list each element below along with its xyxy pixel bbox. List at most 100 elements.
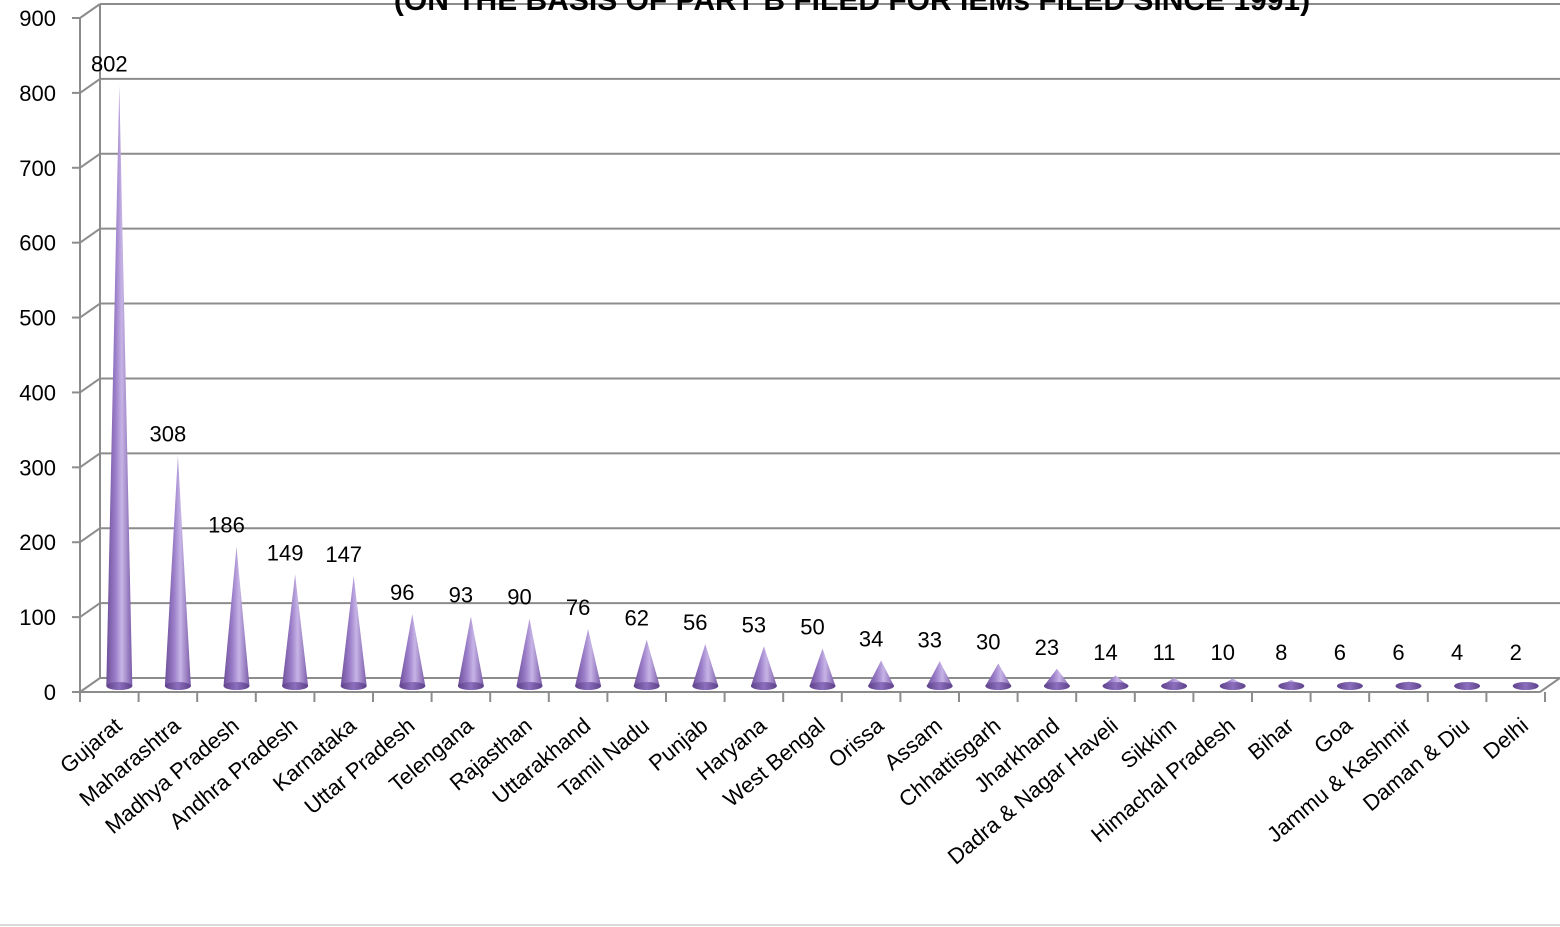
bar-11 [750, 646, 777, 690]
data-label: 4 [1451, 640, 1463, 665]
bottom-rule [0, 924, 1560, 926]
bar-5 [399, 614, 426, 690]
bar-24 [1512, 682, 1539, 690]
data-label: 6 [1334, 640, 1346, 665]
bar-cone [340, 575, 367, 686]
y-tick-label: 800 [19, 81, 56, 106]
bar-base [399, 682, 426, 690]
gridline-slant [79, 377, 101, 394]
bar-4 [340, 575, 367, 690]
data-label: 76 [566, 595, 590, 620]
bar-base [340, 682, 367, 690]
gridline-slant [79, 302, 101, 319]
bar-23 [1454, 682, 1481, 690]
data-label: 34 [859, 627, 883, 652]
gridline-slant [79, 452, 101, 469]
bar-cone [164, 455, 191, 686]
data-label: 62 [624, 606, 648, 631]
y-tick-label: 500 [19, 306, 56, 331]
gridline-slant [79, 227, 101, 244]
data-label: 6 [1392, 640, 1404, 665]
y-tick-label: 200 [19, 530, 56, 555]
floor-edge [1539, 677, 1560, 693]
data-label: 11 [1153, 640, 1176, 665]
bar-base [1278, 682, 1305, 690]
axis-layer [72, 4, 1560, 702]
data-label: 30 [976, 630, 1000, 655]
bar-base [1336, 682, 1363, 690]
data-label: 802 [91, 51, 128, 76]
bar-base [282, 682, 309, 690]
gridline-slant [79, 602, 101, 618]
gridline-slant [79, 677, 101, 693]
data-label: 149 [267, 540, 304, 565]
bar-2 [223, 546, 250, 690]
bar-19 [1219, 678, 1246, 690]
bar-cone [809, 648, 836, 686]
bar-cone [516, 618, 543, 686]
bar-cone [926, 661, 953, 686]
bar-21 [1336, 681, 1363, 690]
bar-cone [868, 660, 895, 686]
bar-10 [692, 644, 719, 690]
bar-18 [1161, 677, 1188, 690]
y-tick-label: 700 [19, 156, 56, 181]
bar-cone [457, 616, 484, 686]
label-layer: 0100200300400500600700800900802Gujarat30… [19, 6, 1533, 869]
bar-base [223, 682, 250, 690]
bar-cone [750, 646, 777, 686]
data-label: 23 [1035, 635, 1059, 660]
bar-cone [575, 629, 602, 686]
data-label: 186 [208, 513, 245, 538]
bar-cone [692, 644, 719, 686]
bar-base [750, 682, 777, 690]
bar-base [1043, 682, 1070, 690]
bar-15 [985, 663, 1012, 690]
bar-12 [809, 648, 836, 690]
y-tick-label: 400 [19, 380, 56, 405]
bar-base [457, 682, 484, 690]
data-label: 147 [325, 542, 362, 567]
bar-cone [633, 639, 660, 686]
bar-7 [516, 618, 543, 690]
bar-cone [223, 546, 250, 686]
x-tick-label: West Bengal [718, 713, 829, 812]
gridline-slant [79, 152, 101, 169]
y-tick-label: 300 [19, 455, 56, 480]
data-label: 2 [1510, 640, 1522, 665]
gridline-slant [79, 78, 101, 94]
chart-title: (ON THE BASIS OF PART B FILED FOR IEMs F… [394, 0, 1310, 17]
data-label: 8 [1275, 640, 1287, 665]
bar-cone [282, 574, 309, 686]
data-label: 33 [917, 627, 941, 652]
data-label: 10 [1210, 640, 1234, 665]
bar-base [1454, 682, 1481, 690]
bar-17 [1102, 675, 1129, 690]
bar-base [985, 682, 1012, 690]
bar-cone [985, 663, 1012, 686]
data-label: 96 [390, 580, 414, 605]
bar-3 [282, 574, 309, 690]
bar-base [1102, 682, 1129, 690]
bar-13 [868, 660, 895, 690]
x-tick-label: Goa [1309, 712, 1358, 758]
bar-base [1219, 682, 1246, 690]
bar-0 [106, 85, 133, 690]
data-label: 90 [507, 585, 531, 610]
bar-base [692, 682, 719, 690]
data-label: 14 [1093, 640, 1117, 665]
bar-cone [106, 85, 133, 686]
x-tick-label: Delhi [1478, 713, 1532, 764]
bar-1 [164, 455, 191, 690]
gridline-slant [79, 527, 101, 544]
bar-6 [457, 616, 484, 690]
bar-8 [575, 629, 602, 690]
data-label: 53 [742, 612, 766, 637]
bar-base [164, 682, 191, 690]
bar-base [633, 682, 660, 690]
bar-base [1512, 682, 1539, 690]
data-label: 50 [800, 615, 824, 640]
y-tick-label: 600 [19, 231, 56, 256]
bar-base [1395, 682, 1422, 690]
